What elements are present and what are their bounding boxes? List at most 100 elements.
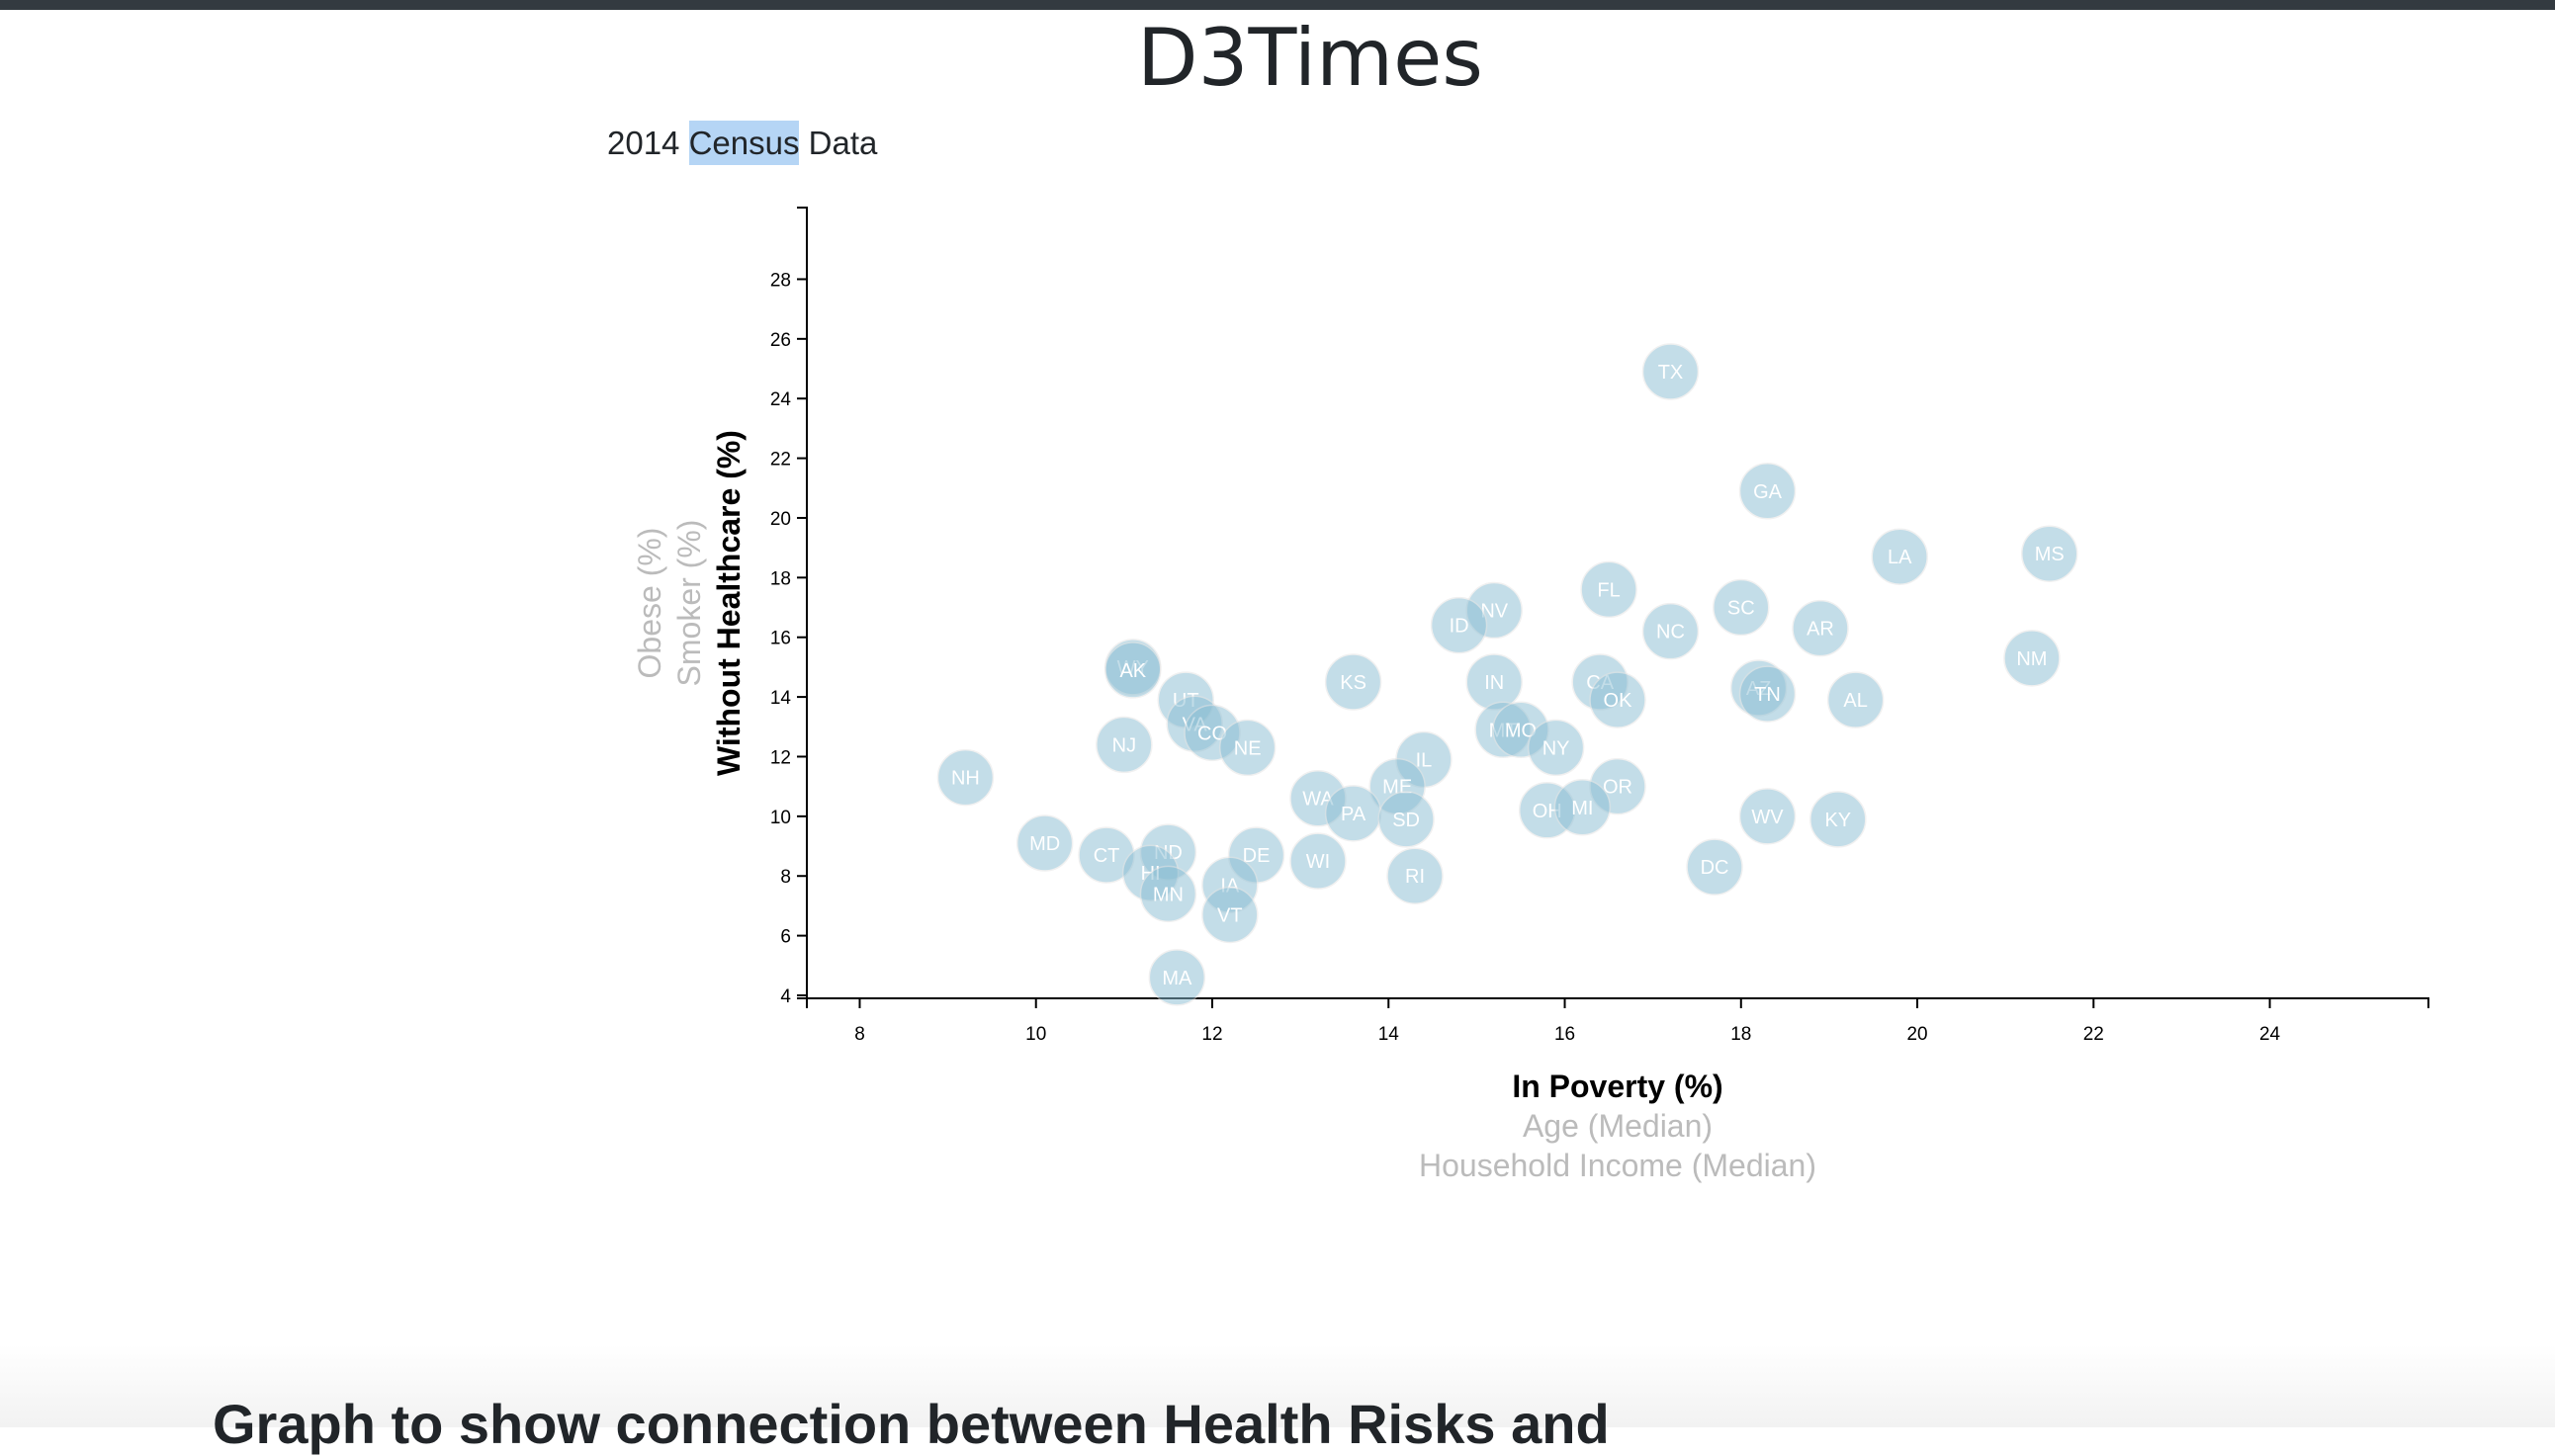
state-label: DC xyxy=(1701,857,1729,879)
state-label: MD xyxy=(1029,833,1060,855)
state-circle[interactable] xyxy=(1096,716,1153,774)
state-circle[interactable] xyxy=(1713,578,1770,637)
state-point-ct[interactable]: CT xyxy=(1078,826,1135,884)
state-point-md[interactable]: MD xyxy=(1015,814,1074,872)
state-label: CO xyxy=(1197,723,1227,744)
state-circle[interactable] xyxy=(1201,886,1259,944)
state-circle[interactable] xyxy=(1792,599,1849,657)
state-label: SC xyxy=(1727,598,1755,620)
state-point-pa[interactable]: PA xyxy=(1324,785,1382,842)
state-circle[interactable] xyxy=(2020,525,2078,582)
state-point-la[interactable]: LA xyxy=(1871,528,1928,585)
y-tick-label: 26 xyxy=(770,330,791,351)
state-point-nm[interactable]: NM xyxy=(2003,630,2061,687)
state-point-ne[interactable]: NE xyxy=(1218,719,1277,777)
y-tick-label: 18 xyxy=(770,568,791,589)
state-circle[interactable] xyxy=(1289,832,1347,890)
state-circle[interactable] xyxy=(1324,653,1382,711)
state-point-dc[interactable]: DC xyxy=(1686,838,1743,896)
state-label: NH xyxy=(951,768,980,790)
state-point-ny[interactable]: NY xyxy=(1527,719,1585,777)
state-point-ri[interactable]: RI xyxy=(1386,847,1444,904)
y-tick-label: 22 xyxy=(770,450,791,471)
state-circle[interactable] xyxy=(1386,847,1444,904)
state-point-mi[interactable]: MI xyxy=(1553,779,1612,836)
state-point-tn[interactable]: TN xyxy=(1738,665,1797,723)
state-label: AR xyxy=(1806,619,1834,641)
state-circle[interactable] xyxy=(936,748,995,807)
state-point-mn[interactable]: MN xyxy=(1139,865,1197,923)
state-circle[interactable] xyxy=(1641,602,1700,660)
state-circle[interactable] xyxy=(1589,671,1646,728)
state-point-nc[interactable]: NC xyxy=(1641,602,1700,660)
state-point-ar[interactable]: AR xyxy=(1792,599,1849,657)
state-circle[interactable] xyxy=(1148,949,1206,1006)
state-label: WV xyxy=(1751,807,1784,828)
x-axis-label-1[interactable]: In Poverty (%) xyxy=(1512,1069,1722,1104)
state-circle[interactable] xyxy=(1104,642,1162,699)
state-circle[interactable] xyxy=(1139,865,1197,923)
state-point-nj[interactable]: NJ xyxy=(1096,716,1153,774)
state-label: NM xyxy=(2016,648,2047,670)
state-circle[interactable] xyxy=(1553,779,1612,836)
state-label: IL xyxy=(1416,749,1433,771)
state-circle[interactable] xyxy=(1738,665,1797,723)
y-axis-label-1[interactable]: Without Healthcare (%) xyxy=(711,430,747,776)
y-tick-label: 4 xyxy=(780,986,791,1007)
state-point-ky[interactable]: KY xyxy=(1809,791,1867,848)
state-circle[interactable] xyxy=(1377,791,1435,848)
x-axis-label-2[interactable]: Age (Median) xyxy=(1523,1108,1713,1144)
state-circle[interactable] xyxy=(1686,838,1743,896)
state-point-ak[interactable]: AK xyxy=(1104,642,1162,699)
state-label: NC xyxy=(1656,622,1685,643)
y-axis-label-3[interactable]: Obese (%) xyxy=(632,528,667,679)
state-point-wv[interactable]: WV xyxy=(1738,788,1797,845)
state-label: AL xyxy=(1843,690,1867,712)
page-title: D3Times xyxy=(1137,12,1483,104)
state-point-sd[interactable]: SD xyxy=(1377,791,1435,848)
x-tick-label: 16 xyxy=(1554,1024,1575,1045)
state-circle[interactable] xyxy=(1641,343,1700,400)
axis-labels-layer: In Poverty (%) Age (Median) Household Inco… xyxy=(632,430,1816,1183)
y-tick-label: 14 xyxy=(770,688,792,709)
x-axis-label-3[interactable]: Household Income (Median) xyxy=(1419,1148,1816,1183)
state-point-in[interactable]: IN xyxy=(1465,653,1523,711)
state-point-nh[interactable]: NH xyxy=(936,748,995,807)
state-label: NY xyxy=(1542,737,1570,759)
state-circle[interactable] xyxy=(1809,791,1867,848)
state-circle[interactable] xyxy=(1738,463,1797,520)
x-tick-label: 8 xyxy=(854,1024,865,1045)
top-bar xyxy=(0,0,2555,10)
state-circle[interactable] xyxy=(2003,630,2061,687)
state-point-ok[interactable]: OK xyxy=(1589,671,1646,728)
state-circle[interactable] xyxy=(1430,596,1488,654)
state-circle[interactable] xyxy=(1218,719,1277,777)
points-layer: TXGALAMSNVFLSCIDNCARNMWYAKKSINCAAZTNOKAL… xyxy=(936,343,2078,1006)
state-circle[interactable] xyxy=(1826,671,1885,728)
state-circle[interactable] xyxy=(1527,719,1585,777)
state-point-ma[interactable]: MA xyxy=(1148,949,1206,1006)
state-point-ks[interactable]: KS xyxy=(1324,653,1382,711)
x-tick-label: 20 xyxy=(1906,1024,1927,1045)
state-circle[interactable] xyxy=(1738,788,1797,845)
state-point-ms[interactable]: MS xyxy=(2020,525,2078,582)
state-point-fl[interactable]: FL xyxy=(1580,560,1637,619)
state-circle[interactable] xyxy=(1015,814,1074,872)
state-point-al[interactable]: AL xyxy=(1826,671,1885,728)
state-point-ga[interactable]: GA xyxy=(1738,463,1797,520)
state-circle[interactable] xyxy=(1871,528,1928,585)
state-point-wi[interactable]: WI xyxy=(1289,832,1347,890)
y-tick-label: 8 xyxy=(780,867,791,888)
state-point-sc[interactable]: SC xyxy=(1713,578,1770,637)
y-tick-label: 20 xyxy=(770,509,791,530)
state-circle[interactable] xyxy=(1580,560,1637,619)
state-point-tx[interactable]: TX xyxy=(1641,343,1700,400)
x-tick-label: 14 xyxy=(1378,1024,1400,1045)
state-label: TX xyxy=(1658,362,1684,384)
state-label: NE xyxy=(1234,737,1262,759)
state-point-vt[interactable]: VT xyxy=(1201,886,1259,944)
state-point-id[interactable]: ID xyxy=(1430,596,1488,654)
x-tick-label: 18 xyxy=(1730,1024,1751,1045)
section-heading: Graph to show connection between Health … xyxy=(213,1393,1610,1455)
y-axis-label-2[interactable]: Smoker (%) xyxy=(671,520,707,687)
